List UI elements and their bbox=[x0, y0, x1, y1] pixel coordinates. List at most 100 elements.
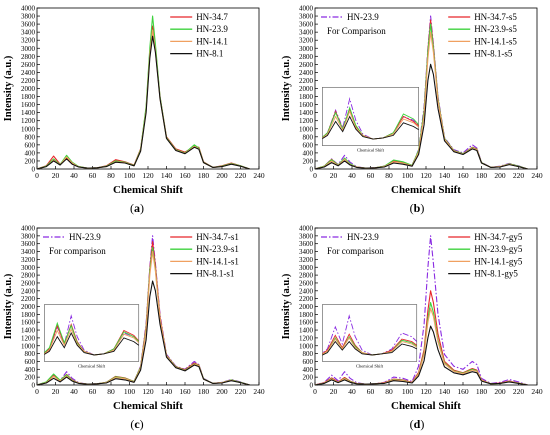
y-axis-label: Intensity (a.u.) bbox=[3, 273, 14, 339]
y-axis-label: Intensity (a.u.) bbox=[281, 55, 292, 121]
y-tick-label: 2800 bbox=[299, 272, 314, 280]
x-tick-label: 200 bbox=[216, 387, 228, 396]
x-tick-label: 60 bbox=[367, 171, 375, 180]
y-tick-label: 1200 bbox=[299, 117, 314, 125]
x-tick-label: 40 bbox=[348, 171, 356, 180]
x-tick-label: 60 bbox=[89, 387, 97, 396]
y-tick-label: 1000 bbox=[21, 125, 36, 133]
y-tick-label: 3200 bbox=[21, 256, 36, 264]
y-tick-label: 1200 bbox=[21, 334, 36, 342]
inset-series-group bbox=[322, 314, 417, 356]
y-tick-label: 1600 bbox=[21, 319, 36, 327]
y-tick-label: 0 bbox=[32, 382, 36, 390]
y-tick-label: 1800 bbox=[299, 93, 314, 101]
chart-panel: 0 20 40 60 80 100 120 140 160 180 200 220 2400200400… bbox=[281, 225, 543, 432]
x-tick-label: 120 bbox=[420, 171, 432, 180]
legend: HN-23.9 For comparison HN-34.7-gy5 HN-23.9-… bbox=[321, 232, 523, 279]
x-tick-label: 40 bbox=[70, 171, 78, 180]
legend-label: HN-8.1-s5 bbox=[474, 49, 513, 59]
y-tick-label: 2600 bbox=[299, 279, 314, 287]
inset-series-line bbox=[44, 328, 139, 356]
panel-label: (b) bbox=[410, 201, 425, 215]
inset-series-line bbox=[322, 314, 417, 356]
x-axis-label: Chemical Shift bbox=[113, 184, 183, 196]
chart-panel: 0 20 40 60 80 100 120 140 160 180 200 220 2400200400… bbox=[3, 5, 265, 216]
legend-label: HN-14.1-gy5 bbox=[474, 256, 523, 266]
y-tick-label: 3800 bbox=[299, 232, 314, 240]
y-tick-label: 200 bbox=[303, 157, 314, 165]
x-tick-label: 0 bbox=[35, 171, 39, 180]
inset-x-label: Chemical Shift bbox=[356, 363, 384, 368]
inset-frame bbox=[322, 304, 418, 362]
legend: HN-23.9 For Comparison HN-34.7-s5 HN-23.9-s… bbox=[321, 12, 517, 59]
inset-series-line bbox=[322, 115, 419, 140]
legend-label: HN-8.1-s1 bbox=[196, 269, 234, 279]
y-tick-label: 2000 bbox=[21, 85, 36, 93]
x-tick-label: 40 bbox=[70, 387, 78, 396]
x-tick-label: 240 bbox=[253, 171, 265, 180]
y-tick-label: 1800 bbox=[21, 311, 36, 319]
legend-label: HN-14.1 bbox=[196, 36, 228, 46]
x-tick-label: 140 bbox=[439, 387, 451, 396]
chart-panel: 0 20 40 60 80 100 120 140 160 180 200 220 2400200400… bbox=[3, 225, 265, 432]
x-tick-label: 200 bbox=[216, 171, 228, 180]
inset-series-line bbox=[322, 337, 417, 356]
inset-series-line bbox=[44, 331, 139, 356]
y-tick-label: 2800 bbox=[21, 53, 36, 61]
y-tick-label: 2200 bbox=[299, 295, 314, 303]
annotation: For Comparison bbox=[327, 26, 386, 36]
x-tick-label: 100 bbox=[402, 171, 414, 180]
x-tick-label: 140 bbox=[161, 171, 173, 180]
x-tick-label: 180 bbox=[476, 387, 488, 396]
y-tick-label: 3000 bbox=[299, 264, 314, 272]
annotation: For comparison bbox=[49, 246, 106, 256]
legend-label: HN-14.1-s5 bbox=[474, 36, 517, 46]
legend-label: HN-23.9-s5 bbox=[474, 24, 517, 34]
y-tick-label: 2400 bbox=[299, 69, 314, 77]
legend-label: HN-34.7 bbox=[196, 12, 228, 22]
y-tick-label: 800 bbox=[303, 133, 314, 141]
y-tick-label: 600 bbox=[303, 141, 314, 149]
y-tick-label: 2600 bbox=[299, 61, 314, 69]
y-tick-label: 200 bbox=[25, 157, 36, 165]
legend-label: HN-34.7-s1 bbox=[196, 232, 239, 242]
x-tick-label: 100 bbox=[124, 171, 136, 180]
y-tick-label: 4000 bbox=[299, 5, 314, 13]
x-tick-label: 20 bbox=[330, 171, 338, 180]
legend: HN-34.7 HN-23.9 HN-14.1 HN-8.1 bbox=[170, 12, 228, 59]
y-tick-label: 2800 bbox=[21, 272, 36, 280]
y-tick-label: 400 bbox=[25, 149, 36, 157]
x-tick-label: 220 bbox=[235, 171, 247, 180]
y-tick-label: 2200 bbox=[299, 77, 314, 85]
y-tick-label: 2400 bbox=[21, 69, 36, 77]
x-tick-label: 220 bbox=[513, 387, 525, 396]
inset-series-group bbox=[44, 314, 139, 356]
x-tick-label: 200 bbox=[494, 387, 506, 396]
x-tick-label: 220 bbox=[513, 171, 525, 180]
y-tick-label: 3600 bbox=[21, 21, 36, 29]
legend-label: HN-23.9-s1 bbox=[196, 244, 239, 254]
legend-label: HN-23.9 bbox=[347, 12, 379, 22]
x-tick-label: 200 bbox=[494, 171, 506, 180]
x-tick-label: 100 bbox=[124, 387, 136, 396]
legend-label: HN-23.9 bbox=[347, 232, 379, 242]
legend-label: HN-34.7-s5 bbox=[474, 12, 517, 22]
inset-series-line bbox=[322, 340, 417, 356]
annotation: For comparison bbox=[327, 246, 384, 256]
x-tick-label: 40 bbox=[348, 387, 356, 396]
y-axis-label: Intensity (a.u.) bbox=[3, 55, 14, 121]
y-tick-label: 1600 bbox=[299, 101, 314, 109]
y-tick-label: 2000 bbox=[299, 85, 314, 93]
y-tick-label: 3800 bbox=[21, 232, 36, 240]
y-tick-label: 600 bbox=[25, 358, 36, 366]
x-tick-label: 160 bbox=[457, 171, 469, 180]
series-line bbox=[315, 325, 528, 385]
y-tick-label: 2600 bbox=[21, 279, 36, 287]
x-tick-label: 120 bbox=[142, 387, 154, 396]
y-tick-label: 1600 bbox=[299, 319, 314, 327]
panel-label: (d) bbox=[410, 417, 425, 431]
series-line bbox=[315, 235, 528, 385]
series-line bbox=[37, 35, 250, 169]
y-tick-label: 200 bbox=[25, 374, 36, 382]
x-tick-label: 80 bbox=[385, 387, 393, 396]
